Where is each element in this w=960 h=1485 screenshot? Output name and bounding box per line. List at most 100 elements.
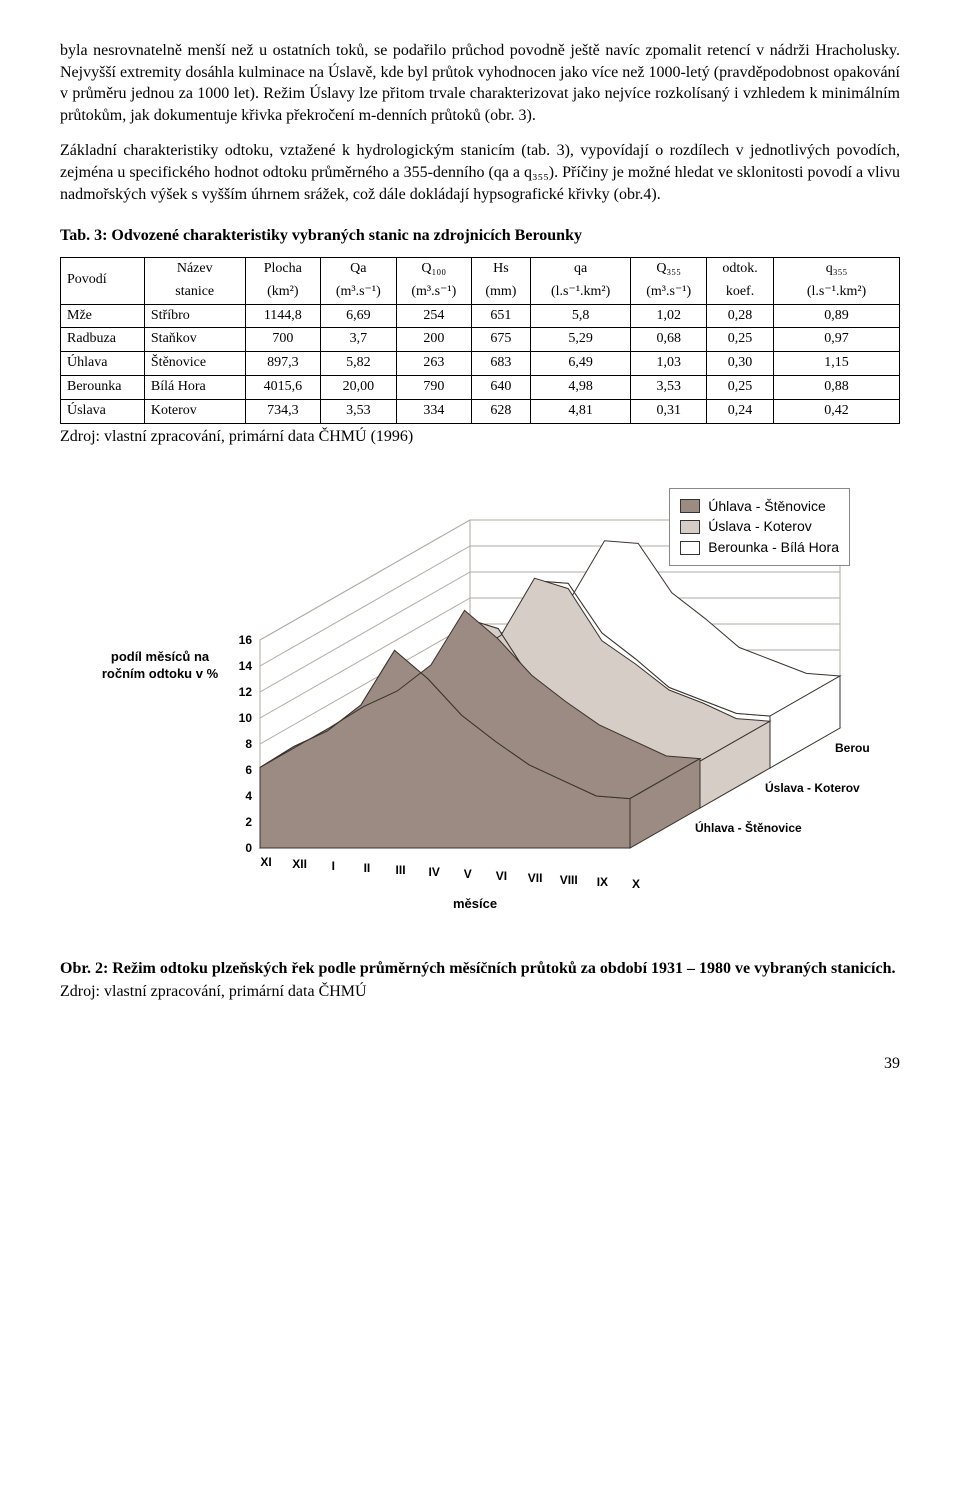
table-cell: 4,81 — [530, 400, 631, 424]
svg-text:4: 4 — [245, 789, 252, 803]
svg-text:V: V — [464, 867, 472, 881]
table-cell: 1,02 — [631, 304, 707, 328]
table-cell: Bílá Hora — [144, 376, 245, 400]
table-cell: 4,98 — [530, 376, 631, 400]
svg-text:XI: XI — [260, 855, 271, 869]
table-row: ÚslavaKoterov734,33,533346284,810,310,24… — [61, 400, 900, 424]
svg-text:14: 14 — [239, 659, 253, 673]
table-cell: 790 — [396, 376, 472, 400]
table-cell: 3,53 — [321, 400, 397, 424]
table-cell: 628 — [472, 400, 531, 424]
table-row: ÚhlavaŠtěnovice897,35,822636836,491,030,… — [61, 352, 900, 376]
th-plocha-sub: (km²) — [245, 281, 321, 304]
svg-text:II: II — [364, 861, 371, 875]
table-cell: 640 — [472, 376, 531, 400]
th-odtok-sub: koef. — [706, 281, 773, 304]
svg-text:8: 8 — [245, 737, 252, 751]
th-q100-sub: (m³.s⁻¹) — [396, 281, 472, 304]
table-head: Povodí Název Plocha Qa Q₁₀₀ Hs qa Q₃₅₅ o… — [61, 257, 900, 304]
table-cell: Koterov — [144, 400, 245, 424]
table-cell: 0,31 — [631, 400, 707, 424]
table-cell: 0,88 — [774, 376, 900, 400]
legend-label: Úhlava - Štěnovice — [708, 497, 826, 516]
th-hs-main: Hs — [472, 257, 531, 280]
svg-text:VI: VI — [496, 869, 507, 883]
legend-swatch — [680, 499, 700, 513]
table-cell: 5,82 — [321, 352, 397, 376]
table-cell: 3,53 — [631, 376, 707, 400]
th-q355-sub: (m³.s⁻¹) — [631, 281, 707, 304]
th-nazev-main: Název — [144, 257, 245, 280]
th-hs-sub: (mm) — [472, 281, 531, 304]
th-q355b-main: q₃₅₅ — [774, 257, 900, 280]
table-cell: 1,03 — [631, 352, 707, 376]
svg-text:VII: VII — [528, 871, 543, 885]
svg-text:0: 0 — [245, 841, 252, 855]
table-cell: 0,97 — [774, 328, 900, 352]
table-cell: 263 — [396, 352, 472, 376]
svg-text:X: X — [632, 877, 640, 891]
table-cell: 675 — [472, 328, 531, 352]
table-cell: 651 — [472, 304, 531, 328]
svg-text:Úhlava - Štěnovice: Úhlava - Štěnovice — [695, 820, 802, 835]
table-cell: 734,3 — [245, 400, 321, 424]
table-caption: Tab. 3: Odvozené charakteristiky vybraný… — [60, 225, 900, 247]
svg-text:IV: IV — [429, 865, 440, 879]
table-cell: 5,29 — [530, 328, 631, 352]
th-q355-main: Q₃₅₅ — [631, 257, 707, 280]
table-cell: 20,00 — [321, 376, 397, 400]
table-cell: 254 — [396, 304, 472, 328]
table-row: RadbuzaStaňkov7003,72006755,290,680,250,… — [61, 328, 900, 352]
table-cell: 1,15 — [774, 352, 900, 376]
svg-text:Berounka - Bílá Hora: Berounka - Bílá Hora — [835, 741, 870, 755]
legend-item: Úslava - Koterov — [680, 517, 839, 536]
table-cell: 683 — [472, 352, 531, 376]
svg-text:III: III — [396, 863, 406, 877]
svg-text:12: 12 — [239, 685, 253, 699]
table-cell: Úhlava — [61, 352, 145, 376]
th-qa-sub: (m³.s⁻¹) — [321, 281, 397, 304]
table-cell: 0,30 — [706, 352, 773, 376]
table-cell: 4015,6 — [245, 376, 321, 400]
table-cell: 0,25 — [706, 328, 773, 352]
table-cell: 6,69 — [321, 304, 397, 328]
th-qa2-sub: (l.s⁻¹.km²) — [530, 281, 631, 304]
svg-text:Úslava - Koterov: Úslava - Koterov — [765, 780, 860, 795]
paragraph-1: byla nesrovnatelně menší než u ostatních… — [60, 40, 900, 126]
table-cell: 897,3 — [245, 352, 321, 376]
table-cell: 3,7 — [321, 328, 397, 352]
svg-text:10: 10 — [239, 711, 253, 725]
legend-label: Berounka - Bílá Hora — [708, 538, 839, 557]
svg-text:VIII: VIII — [560, 873, 578, 887]
table-source: Zdroj: vlastní zpracování, primární data… — [60, 426, 900, 448]
table-cell: Mže — [61, 304, 145, 328]
table-body: MžeStříbro1144,86,692546515,81,020,280,8… — [61, 304, 900, 423]
paragraph-2: Základní charakteristiky odtoku, vztažen… — [60, 140, 900, 205]
th-povodi: Povodí — [61, 257, 145, 304]
legend-item: Úhlava - Štěnovice — [680, 497, 839, 516]
figure-source: Zdroj: vlastní zpracování, primární data… — [60, 981, 900, 1003]
table-cell: 0,24 — [706, 400, 773, 424]
svg-text:IX: IX — [597, 875, 608, 889]
legend-item: Berounka - Bílá Hora — [680, 538, 839, 557]
table-cell: 0,25 — [706, 376, 773, 400]
table-cell: 5,8 — [530, 304, 631, 328]
table-row: MžeStříbro1144,86,692546515,81,020,280,8… — [61, 304, 900, 328]
figure-caption: Obr. 2: Režim odtoku plzeňských řek podl… — [60, 958, 900, 980]
th-q355b-sub: (l.s⁻¹.km²) — [774, 281, 900, 304]
table-cell: 700 — [245, 328, 321, 352]
table-cell: Stříbro — [144, 304, 245, 328]
table-cell: 0,42 — [774, 400, 900, 424]
chart-legend: Úhlava - ŠtěnoviceÚslava - Koterov Beroun… — [669, 488, 850, 567]
svg-text:I: I — [332, 859, 335, 873]
svg-text:16: 16 — [239, 633, 253, 647]
table-cell: 0,28 — [706, 304, 773, 328]
data-table: Povodí Název Plocha Qa Q₁₀₀ Hs qa Q₃₅₅ o… — [60, 257, 900, 424]
th-q100-main: Q₁₀₀ — [396, 257, 472, 280]
y-axis-label: podíl měsíců na ročním odtoku v % — [90, 648, 230, 683]
table-cell: Radbuza — [61, 328, 145, 352]
svg-text:XII: XII — [292, 857, 307, 871]
th-plocha-main: Plocha — [245, 257, 321, 280]
svg-text:6: 6 — [245, 763, 252, 777]
table-cell: 200 — [396, 328, 472, 352]
